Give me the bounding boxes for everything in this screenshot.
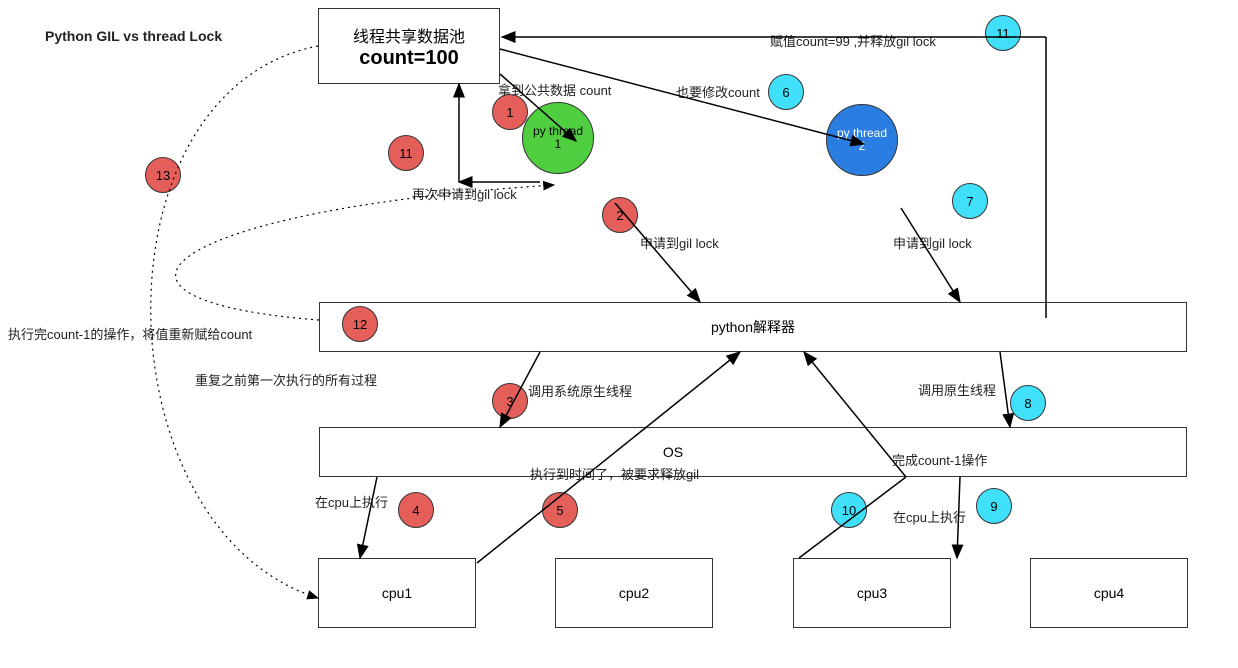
step-9: 9 <box>976 488 1012 524</box>
shared-pool-line1: 线程共享数据池 <box>353 23 465 47</box>
label-on-cpu-1: 在cpu上执行 <box>315 492 388 511</box>
cpu4-label: cpu4 <box>1094 585 1124 601</box>
step-13: 13 <box>145 157 181 193</box>
edge-os-to-cpu1 <box>360 477 377 558</box>
py-thread-2-label: py thread2 <box>837 127 887 153</box>
os-label: OS <box>663 444 683 460</box>
step-10: 10 <box>831 492 867 528</box>
node-cpu3: cpu3 <box>793 558 951 628</box>
cpu1-label: cpu1 <box>382 585 412 601</box>
label-finish-minus: 完成count-1操作 <box>892 450 987 469</box>
label-left-caption: 执行完count-1的操作，将值重新赋给count <box>8 324 252 343</box>
step-8: 8 <box>1010 385 1046 421</box>
label-apply-gil-2: 申请到gil lock <box>893 233 972 252</box>
diagram-title: Python GIL vs thread Lock <box>45 28 222 44</box>
step-5: 5 <box>542 492 578 528</box>
diagram-canvas: Python GIL vs thread Lock 线程共享数据池 count=… <box>0 0 1238 668</box>
cpu3-label: cpu3 <box>857 585 887 601</box>
step-12: 12 <box>342 306 378 342</box>
label-get-count: 拿到公共数据 count <box>498 80 611 99</box>
dotted-edge-interp-left-up <box>176 185 554 320</box>
label-call-native2: 调用原生线程 <box>918 380 996 399</box>
step-11-red: 11 <box>388 135 424 171</box>
label-reapply: 再次申请到gil lock <box>412 184 517 203</box>
label-assign-rel: 赋值count=99 ,并释放gil lock <box>770 31 936 50</box>
label-apply-gil-1: 申请到gil lock <box>640 233 719 252</box>
node-py-thread-2: py thread2 <box>826 104 898 176</box>
node-shared-pool: 线程共享数据池 count=100 <box>318 8 500 84</box>
step-1: 1 <box>492 94 528 130</box>
node-os: OS <box>319 427 1187 477</box>
py-thread-1-label: py thread1 <box>533 125 583 151</box>
label-repeat-all: 重复之前第一次执行的所有过程 <box>195 370 377 389</box>
node-py-thread-1: py thread1 <box>522 102 594 174</box>
shared-pool-line2: count=100 <box>359 47 458 70</box>
node-cpu1: cpu1 <box>318 558 476 628</box>
step-6: 6 <box>768 74 804 110</box>
node-cpu2: cpu2 <box>555 558 713 628</box>
label-call-native: 调用系统原生线程 <box>528 381 632 400</box>
label-time-release: 执行到时间了，被要求释放gil <box>530 464 699 483</box>
label-on-cpu-2: 在cpu上执行 <box>893 507 966 526</box>
interpreter-label: python解释器 <box>711 317 795 337</box>
step-3: 3 <box>492 383 528 419</box>
dotted-edge-pool-left-down <box>151 46 318 598</box>
node-interpreter: python解释器 <box>319 302 1187 352</box>
step-7: 7 <box>952 183 988 219</box>
edge-interp-to-os2 <box>1000 352 1010 427</box>
cpu2-label: cpu2 <box>619 585 649 601</box>
step-2: 2 <box>602 197 638 233</box>
step-11-cyan: 11 <box>985 15 1021 51</box>
step-4: 4 <box>398 492 434 528</box>
label-modify-count: 也要修改count <box>676 82 760 101</box>
edge-t2-to-interp <box>901 208 960 302</box>
node-cpu4: cpu4 <box>1030 558 1188 628</box>
